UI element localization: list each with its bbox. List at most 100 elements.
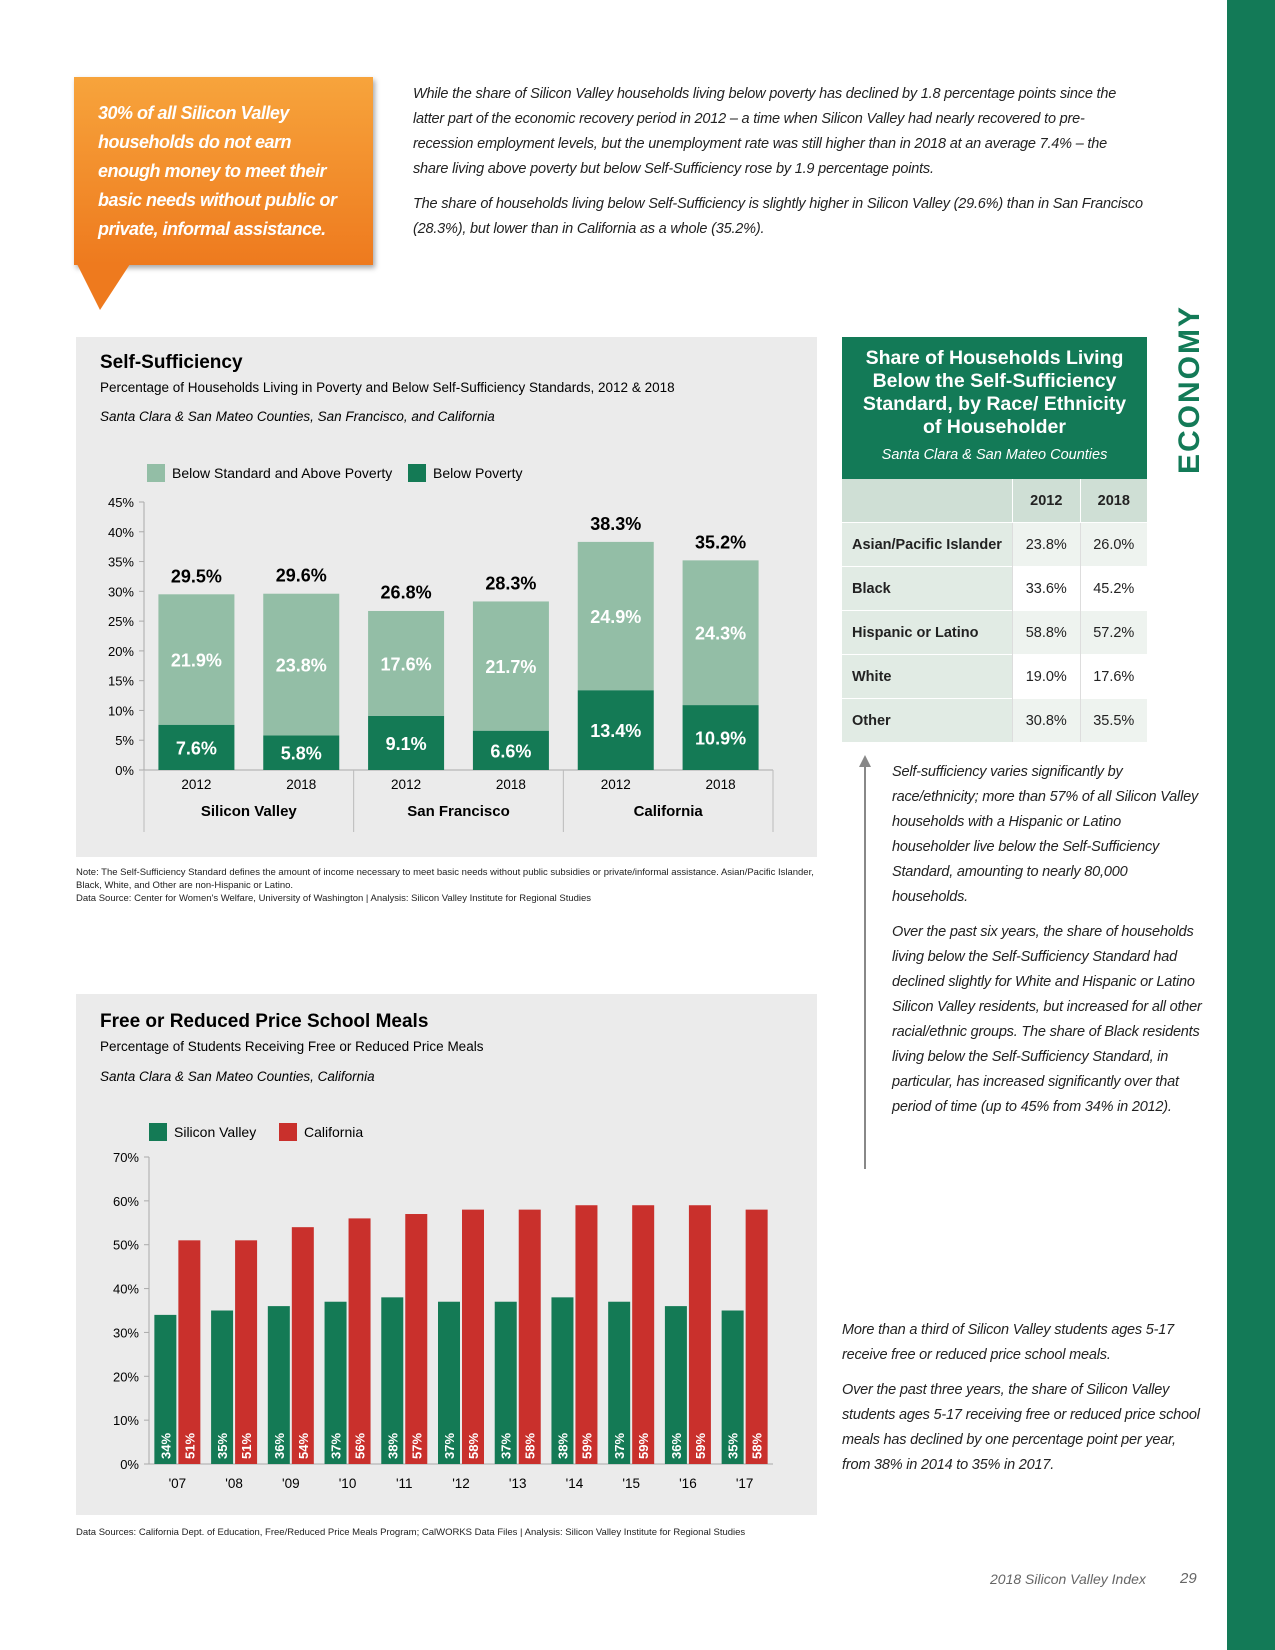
chart: Self-Sufficiency Percentage of Households… [100,352,774,832]
data-label: 59% [636,1433,651,1459]
legend-swatch [279,1123,297,1141]
data-label: 35% [215,1433,230,1459]
data-label: 38% [555,1433,570,1459]
bar-segment [263,735,340,770]
note: Note: The Self-Sufficiency Standard defi… [76,867,814,891]
total-label: 29.6% [276,566,327,586]
side-strip [1227,0,1275,1650]
data-label: 35% [726,1433,741,1459]
y-tick-label: 50% [113,1238,139,1253]
total-label: 29.5% [171,566,222,586]
data-label: 36% [669,1433,684,1459]
section-label: ECONOMY [1173,304,1206,474]
total-label: 38.3% [590,514,641,534]
y-tick-label: 25% [108,614,134,629]
data-label: 37% [329,1433,344,1459]
table-subtitle: Santa Clara & San Mateo Counties [881,447,1108,463]
x-tick-label: '15 [622,1476,640,1491]
x-tick-label: '16 [679,1476,697,1491]
data-label: 58% [750,1433,765,1459]
table-row: White 19.0% 17.6% [842,654,1147,699]
group-label: Silicon Valley [201,803,298,820]
data-label: 24.9% [590,607,641,627]
legend-label: Below Poverty [433,465,522,481]
paragraph: The share of households living below Sel… [413,196,1143,237]
x-tick-label: '11 [396,1476,413,1491]
bar [348,1218,371,1464]
x-tick-label: '09 [282,1476,300,1491]
y-tick-label: 0% [115,763,134,778]
meals-text: More than a third of Silicon Valley stud… [842,1318,1202,1488]
group-label: California [634,803,704,820]
x-tick-label: '08 [225,1476,243,1491]
y-tick-label: 40% [113,1282,139,1297]
bar [405,1214,428,1464]
value-cell: 26.0% [1079,522,1147,567]
chart-title: Self-Sufficiency [100,352,243,373]
legend-label: Silicon Valley [174,1124,256,1140]
bar [438,1301,460,1464]
table-block: Share of Households Living Below the Sel… [842,337,1147,742]
y-tick-label: 20% [113,1369,139,1384]
bar [235,1240,258,1464]
bar-segment [472,730,549,770]
data-label: 51% [239,1433,254,1459]
value-cell: 35.5% [1079,698,1147,742]
data-label: 5.8% [281,744,322,764]
bar [291,1227,314,1464]
data-label: 6.6% [490,741,531,761]
x-tick-label: 2018 [286,777,316,792]
x-tick-label: 2018 [706,777,736,792]
chart-geography: Santa Clara & San Mateo Counties, Califo… [100,1069,375,1084]
table-row: Asian/Pacific Islander 23.8% 26.0% [842,522,1147,567]
data-label: 59% [693,1433,708,1459]
data-label: 37% [499,1433,514,1459]
bar-segment [158,724,235,770]
intro: While the share of Silicon Valley househ… [413,82,1143,252]
y-tick-label: 10% [113,1413,139,1428]
bar [518,1209,541,1464]
bar [721,1310,744,1464]
value-cell: 33.6% [1012,566,1081,611]
row-label: Asian/Pacific Islander [842,522,1013,567]
value-cell: 45.2% [1079,566,1147,611]
chart-notes: Note: The Self-Sufficiency Standard defi… [76,866,826,905]
data-label: 58% [466,1433,481,1459]
corner-cell [842,479,1013,523]
bar [324,1301,347,1464]
arrow [859,755,871,1169]
value-cell: 19.0% [1012,654,1081,699]
callout-pointer [77,264,130,310]
bar-segment [577,690,654,770]
x-tick-label: '12 [452,1476,470,1491]
y-tick-label: 10% [108,703,134,718]
bar [462,1209,484,1464]
y-tick-label: 35% [108,555,134,570]
table-row: Hispanic or Latino 58.8% 57.2% [842,610,1147,655]
value-cell: 30.8% [1012,698,1081,742]
data-label: 34% [158,1433,173,1459]
y-tick-label: 20% [108,644,134,659]
bar-segment [368,610,445,716]
data-label: 59% [579,1433,594,1459]
data-label: 37% [612,1433,627,1459]
bar-segment [577,541,654,691]
y-tick-label: 40% [108,525,134,540]
value-cell: 17.6% [1079,654,1147,699]
chart-subtitle: Percentage of Students Receiving Free or… [100,1039,484,1054]
row-label: White [842,654,1013,699]
x-tick-label: '10 [339,1476,357,1491]
x-tick-label: 2012 [601,777,631,792]
row-label: Hispanic or Latino [842,610,1013,655]
data-label: 58% [523,1433,538,1459]
x-tick-label: '14 [566,1476,584,1491]
data-label: 24.3% [695,624,746,644]
chart-subtitle: Percentage of Households Living in Pover… [100,380,675,395]
x-tick-label: '07 [169,1476,187,1491]
y-tick-label: 30% [113,1325,139,1340]
chart-title: Free or Reduced Price School Meals [100,1011,428,1032]
bar [632,1205,655,1464]
bar [267,1306,290,1464]
data-label: 51% [182,1433,197,1459]
